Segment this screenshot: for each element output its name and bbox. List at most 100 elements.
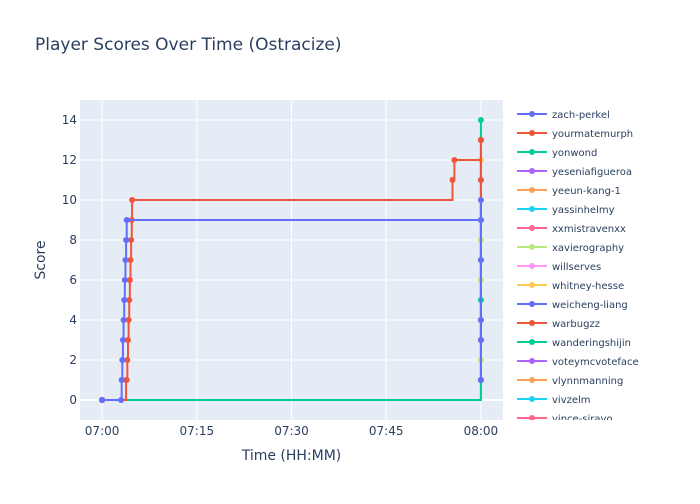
legend-label: whitney-hesse <box>552 281 624 292</box>
legend-label: wanderingshijin <box>552 338 631 349</box>
y-tick-label: 2 <box>69 353 77 367</box>
legend-swatch-marker <box>529 415 535 420</box>
x-axis-label: Time (HH:MM) <box>241 448 342 464</box>
legend-item-yourmatemurph[interactable]: yourmatemurph <box>517 129 633 140</box>
data-point <box>124 337 131 343</box>
legend-label: vlynnmanning <box>552 376 623 387</box>
legend-swatch-marker <box>529 358 535 364</box>
legend-item-vivzelm[interactable]: vivzelm <box>517 395 591 406</box>
data-point <box>477 317 484 323</box>
data-point <box>129 197 136 203</box>
legend[interactable]: zach-perkel yourmatemurph yonwond yeseniafi… <box>517 110 639 425</box>
data-point <box>477 197 484 203</box>
legend-swatch-marker <box>529 339 535 345</box>
legend-item-yassinhelmy[interactable]: yassinhelmy <box>517 205 615 216</box>
legend-label: yeseniafigueroa <box>552 167 632 178</box>
data-point <box>119 357 126 363</box>
legend-label: warbugzz <box>552 319 600 330</box>
data-point <box>128 237 135 243</box>
legend-label: yourmatemurph <box>552 129 633 140</box>
legend-item-wanderingshijin[interactable]: wanderingshijin <box>517 338 631 349</box>
data-point <box>99 397 106 403</box>
legend-swatch-marker <box>529 301 535 307</box>
legend-swatch-marker <box>529 206 535 212</box>
y-tick-label: 6 <box>69 273 77 287</box>
legend-label: zach-perkel <box>552 110 610 121</box>
y-tick-label: 14 <box>62 113 77 127</box>
legend-item-zach-perkel[interactable]: zach-perkel <box>517 110 610 121</box>
legend-swatch-marker <box>529 149 535 155</box>
data-point <box>477 337 484 343</box>
data-point <box>123 377 130 383</box>
x-tick-label: 07:15 <box>180 424 215 438</box>
legend-label: xxmistravenxx <box>552 224 626 235</box>
y-tick-labels: 0 2 4 6 8 10 12 14 <box>62 113 77 407</box>
legend-item-xxmistravenxx[interactable]: xxmistravenxx <box>517 224 626 235</box>
legend-swatch-marker <box>529 320 535 326</box>
legend-item-vlynnmanning[interactable]: vlynnmanning <box>517 376 623 387</box>
chart-title: Player Scores Over Time (Ostracize) <box>35 35 342 55</box>
data-point <box>451 157 458 163</box>
legend-swatch-marker <box>529 111 535 117</box>
legend-item-whitney-hesse[interactable]: whitney-hesse <box>517 281 624 292</box>
legend-item-vince-siravo[interactable]: vince-siravo <box>517 414 613 425</box>
legend-label: weicheng-liang <box>552 300 628 311</box>
data-point <box>123 217 130 223</box>
legend-label: yonwond <box>552 148 597 159</box>
data-point <box>126 297 133 303</box>
legend-item-yonwond[interactable]: yonwond <box>517 148 597 159</box>
data-point <box>119 337 126 343</box>
data-point <box>449 177 456 183</box>
legend-label: xavierography <box>552 243 624 254</box>
traces <box>99 117 484 403</box>
legend-item-yeseniafigueroa[interactable]: yeseniafigueroa <box>517 167 632 178</box>
legend-label: yeeun-kang-1 <box>552 186 621 197</box>
legend-item-yeeun-kang-1[interactable]: yeeun-kang-1 <box>517 186 621 197</box>
legend-label: vince-siravo <box>552 414 613 425</box>
data-point <box>126 277 133 283</box>
legend-swatch-marker <box>529 225 535 231</box>
legend-swatch-marker <box>529 396 535 402</box>
data-point <box>118 377 125 383</box>
legend-swatch-marker <box>529 377 535 383</box>
legend-item-xavierography[interactable]: xavierography <box>517 243 624 254</box>
data-point <box>477 177 484 183</box>
y-tick-label: 4 <box>69 313 77 327</box>
x-tick-label: 07:45 <box>369 424 404 438</box>
legend-item-voteymcvoteface[interactable]: voteymcvoteface <box>517 357 639 368</box>
data-point <box>477 117 484 123</box>
legend-label: willserves <box>552 262 601 273</box>
y-tick-label: 12 <box>62 153 77 167</box>
legend-label: yassinhelmy <box>552 205 615 216</box>
x-tick-label: 08:00 <box>464 424 499 438</box>
series-zach-perkel <box>99 197 484 403</box>
y-tick-label: 8 <box>69 233 77 247</box>
y-tick-label: 0 <box>69 393 77 407</box>
data-point <box>123 237 130 243</box>
y-axis-label: Score <box>33 240 49 279</box>
data-point <box>124 357 131 363</box>
data-point <box>127 257 134 263</box>
data-point <box>118 397 125 403</box>
legend-label: vivzelm <box>552 395 591 406</box>
data-point <box>122 257 129 263</box>
legend-swatch-marker <box>529 263 535 269</box>
legend-swatch-marker <box>529 168 535 174</box>
data-point <box>125 317 132 323</box>
legend-swatch-marker <box>529 130 535 136</box>
x-tick-label: 07:30 <box>274 424 309 438</box>
data-point <box>477 217 484 223</box>
legend-swatch-marker <box>529 187 535 193</box>
data-point <box>121 297 128 303</box>
legend-item-warbugzz[interactable]: warbugzz <box>517 319 600 330</box>
x-tick-labels: 07:00 07:15 07:30 07:45 08:00 <box>85 424 498 438</box>
legend-item-willserves[interactable]: willserves <box>517 262 601 273</box>
data-point <box>477 257 484 263</box>
data-point <box>477 137 484 143</box>
legend-swatch-marker <box>529 282 535 288</box>
data-point <box>120 317 127 323</box>
x-tick-label: 07:00 <box>85 424 120 438</box>
legend-item-weicheng-liang[interactable]: weicheng-liang <box>517 300 628 311</box>
